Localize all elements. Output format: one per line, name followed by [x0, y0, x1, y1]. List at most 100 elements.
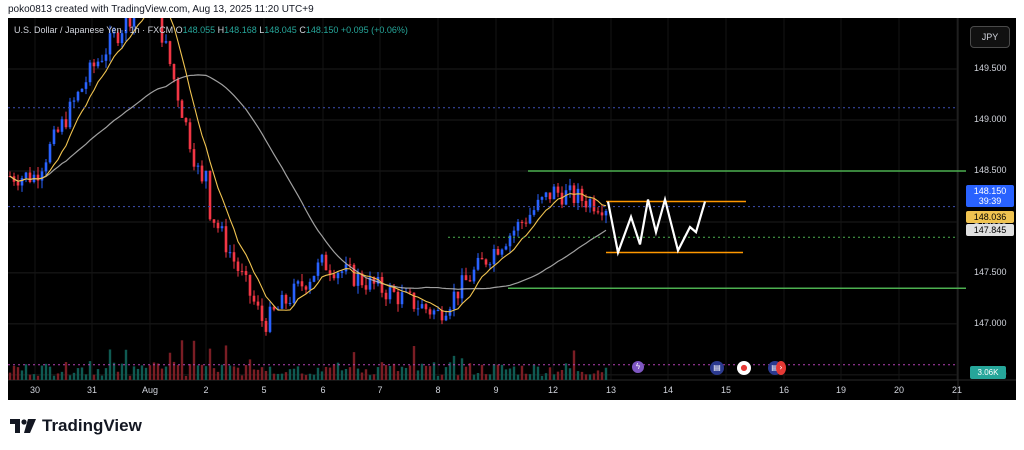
volume-bar — [116, 371, 120, 380]
volume-bar — [360, 372, 364, 380]
candle-body — [392, 287, 396, 292]
last-price-tag: 148.150 39:39 — [966, 185, 1014, 207]
candle-body — [272, 306, 276, 310]
alert-icon[interactable]: ● — [737, 361, 751, 375]
volume-bar — [36, 375, 40, 380]
volume-bar — [44, 363, 48, 380]
volume-bar — [576, 371, 580, 380]
volume-bar — [340, 370, 344, 380]
candle-body — [556, 186, 560, 193]
candle-body — [524, 222, 528, 224]
candle-body — [464, 275, 468, 281]
volume-bar — [524, 373, 528, 380]
candle-body — [60, 119, 64, 132]
lightning-icon[interactable]: ϟ — [632, 361, 644, 373]
candle-body — [488, 264, 492, 266]
candle-body — [436, 310, 440, 312]
candle-body — [196, 165, 200, 167]
currency-button[interactable]: JPY — [970, 26, 1010, 48]
candle-body — [184, 117, 188, 123]
volume-bar — [80, 367, 84, 380]
candle-body — [44, 162, 48, 172]
volume-bar — [224, 345, 228, 380]
volume-bar — [372, 374, 376, 380]
y-tick-label: 147.000 — [974, 317, 1007, 328]
volume-bar — [304, 375, 308, 380]
candle-body — [220, 226, 224, 229]
candle-body — [36, 174, 40, 181]
x-tick-label: 12 — [547, 385, 558, 395]
x-tick-label: 13 — [605, 385, 616, 395]
candle-body — [596, 211, 600, 213]
volume-bar — [124, 349, 128, 380]
candle-body — [208, 170, 212, 220]
x-tick-label: 19 — [835, 385, 846, 395]
volume-bar — [96, 369, 100, 380]
candle-body — [76, 91, 80, 101]
volume-bar — [316, 367, 320, 380]
volume-bar — [368, 375, 372, 380]
chart-panel[interactable]: U.S. Dollar / Japanese Yen · 1h · FXCM O… — [8, 18, 1016, 400]
volume-bar — [560, 369, 564, 380]
candle-body — [580, 188, 584, 201]
candle-body — [472, 269, 476, 282]
candle-body — [292, 283, 296, 303]
candle-body — [332, 274, 336, 279]
volume-bar — [348, 367, 352, 380]
volume-bar — [432, 362, 436, 380]
volume-bar — [272, 373, 276, 380]
candle-body — [424, 304, 428, 310]
candle-body — [244, 271, 248, 275]
volume-bar — [420, 363, 424, 380]
volume-bar — [200, 364, 204, 380]
projection-path — [606, 195, 707, 257]
price-chart[interactable] — [8, 18, 1016, 400]
candle-body — [520, 221, 524, 223]
candle-body — [212, 219, 216, 223]
candle-body — [284, 294, 288, 304]
x-tick-label: 8 — [435, 385, 441, 395]
x-tick-label: 20 — [893, 385, 904, 395]
tradingview-logo-icon — [10, 419, 36, 433]
candle-body — [380, 276, 384, 293]
y-tick-label: 147.500 — [974, 266, 1007, 277]
volume-bar — [100, 375, 104, 380]
volume-bar — [376, 367, 380, 380]
candle-body — [540, 197, 544, 200]
candle-body — [548, 192, 552, 200]
us-flag-icon[interactable]: › — [776, 361, 786, 375]
us-flag-icon[interactable]: ▤ — [710, 361, 724, 375]
volume-bar — [336, 362, 340, 380]
volume-bar — [292, 368, 296, 380]
volume-bar — [592, 373, 596, 380]
volume-bar — [188, 364, 192, 380]
volume-bar — [584, 374, 588, 380]
volume-bar — [288, 369, 292, 380]
candle-body — [552, 186, 556, 200]
volume-bar — [120, 363, 124, 380]
candle-body — [560, 192, 564, 205]
volume-bar — [28, 374, 32, 380]
candle-body — [336, 272, 340, 279]
candle-body — [204, 170, 208, 182]
volume-bar — [112, 362, 116, 380]
candle-body — [348, 264, 352, 266]
volume-bar — [344, 368, 348, 380]
candle-body — [504, 246, 508, 250]
candle-body — [340, 271, 344, 273]
volume-bar — [460, 358, 464, 380]
candle-body — [80, 88, 84, 92]
volume-bar — [532, 364, 536, 380]
candle-body — [276, 308, 280, 310]
volume-bar — [468, 363, 472, 380]
volume-bar — [172, 361, 176, 380]
volume-bar — [256, 369, 260, 380]
volume-bar — [68, 375, 72, 380]
y-tick-label: 149.000 — [974, 113, 1007, 124]
volume-bar — [136, 368, 140, 380]
candle-body — [448, 309, 452, 316]
volume-bar — [128, 375, 132, 380]
candle-body — [92, 62, 96, 67]
candle-body — [232, 252, 236, 262]
volume-bar — [492, 364, 496, 380]
